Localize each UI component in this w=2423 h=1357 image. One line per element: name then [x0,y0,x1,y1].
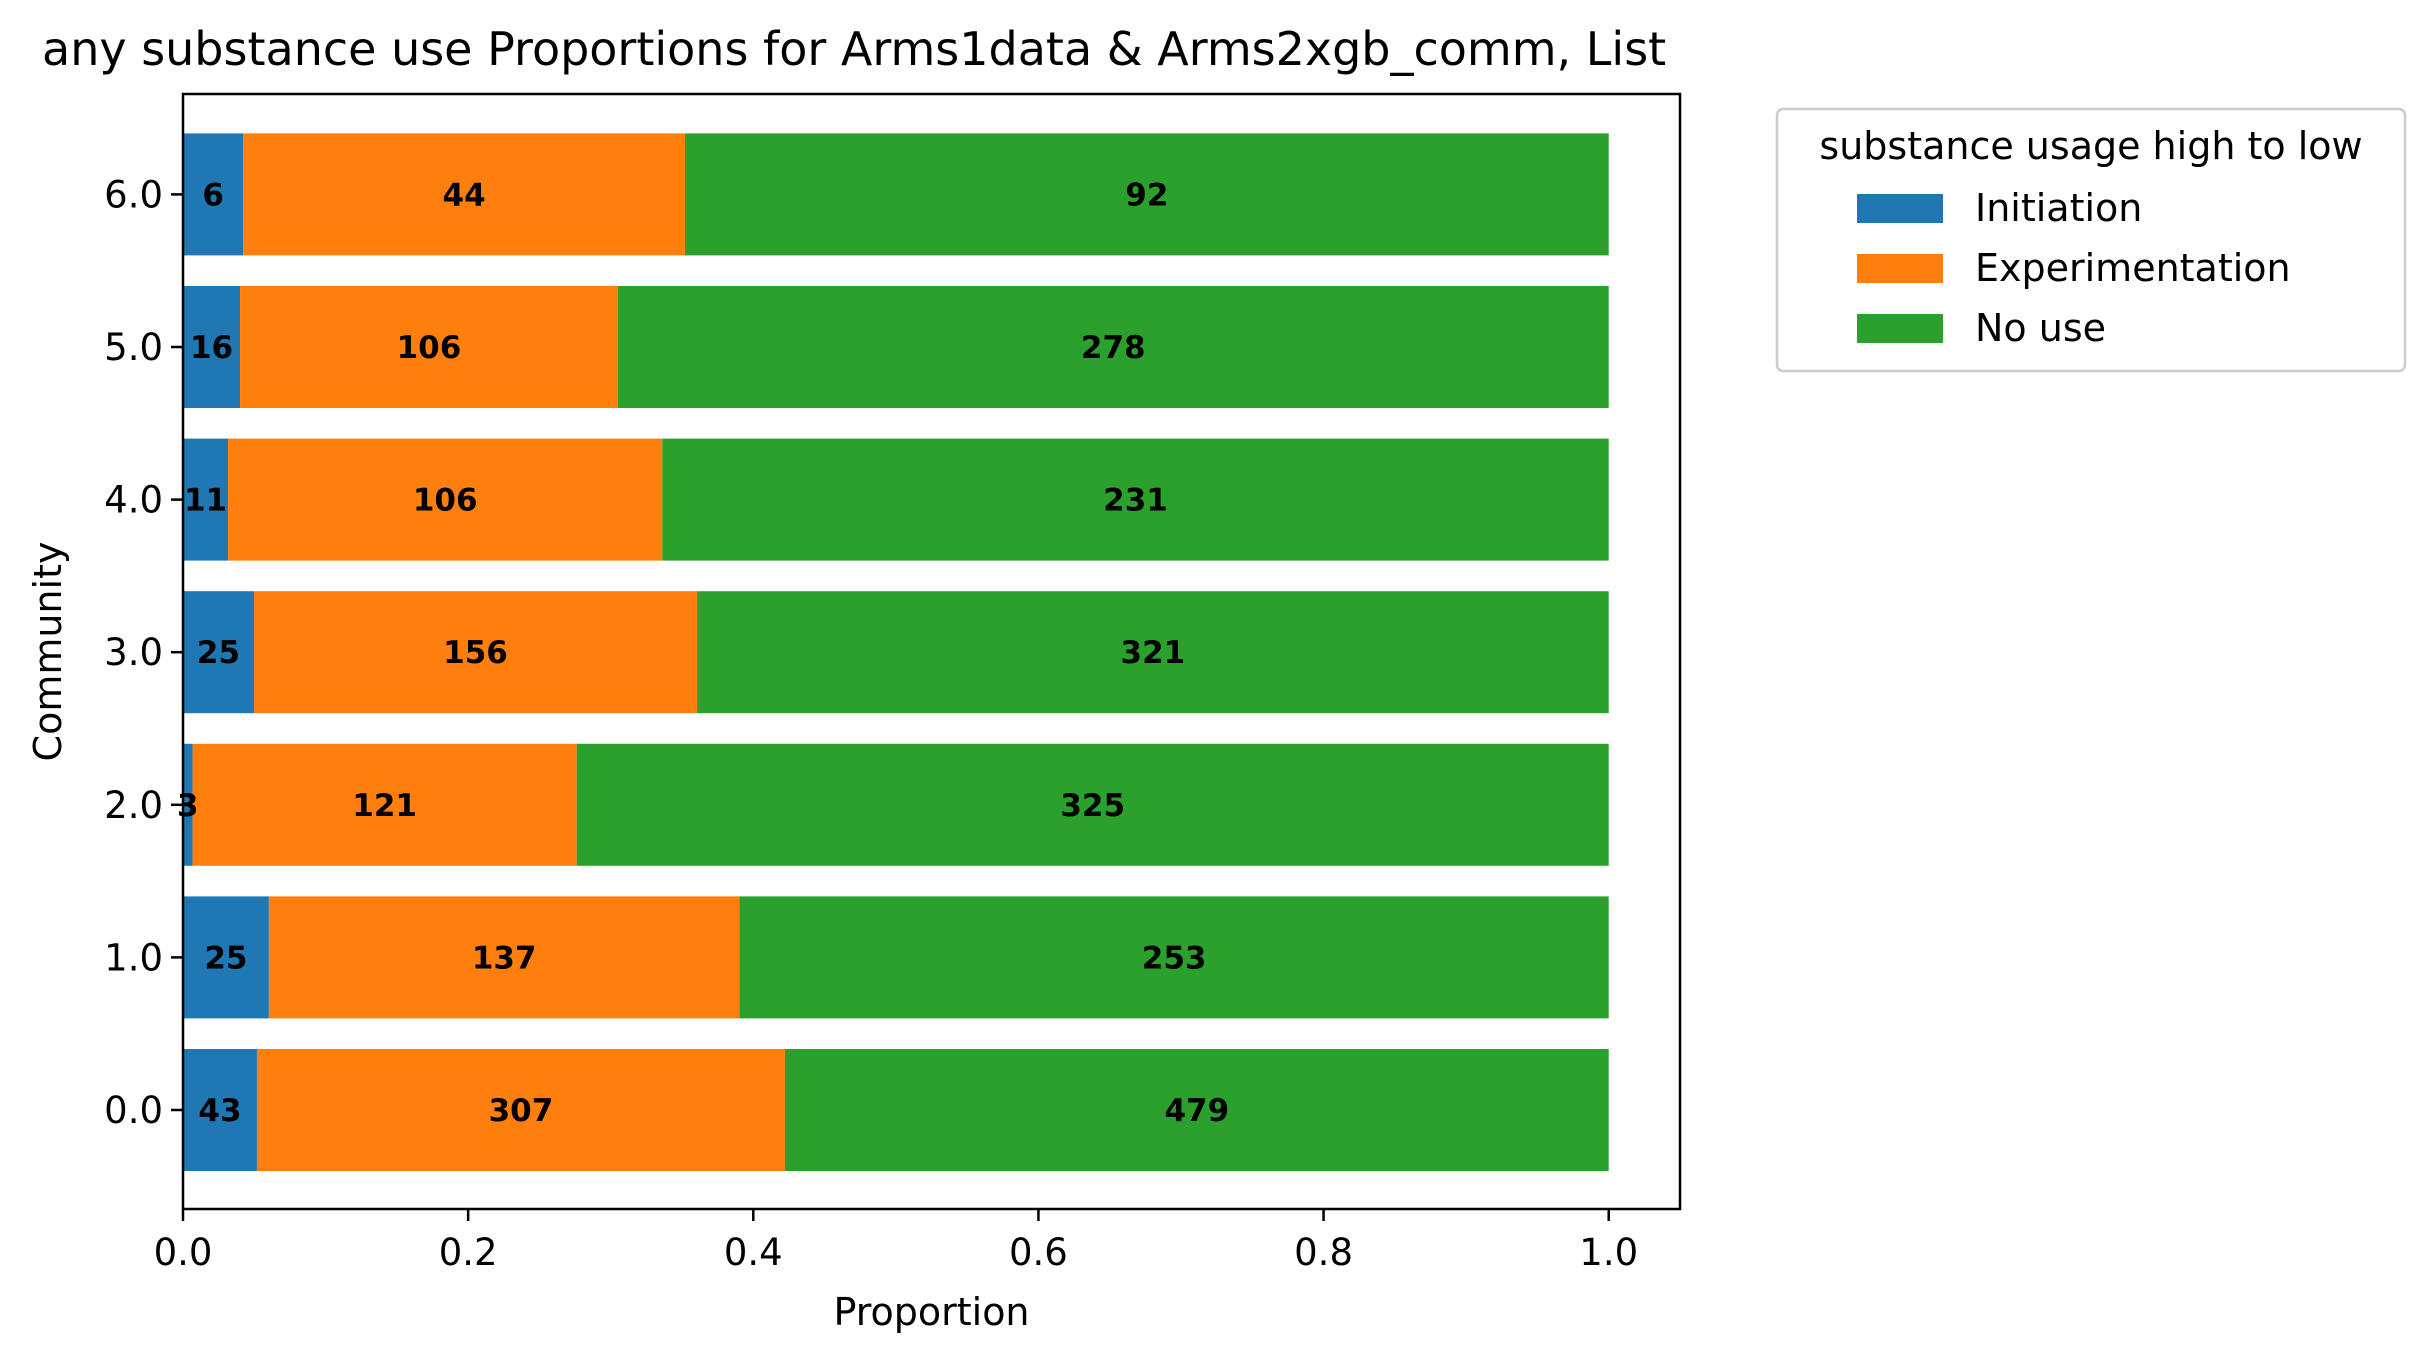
bar-no-use-community-3.0 [697,591,1609,714]
bar-initiation-community-5.0 [183,286,241,408]
x-tick-label: 0.2 [439,1231,498,1274]
bar-count-label: 231 [1103,483,1168,519]
bar-experimentation-community-5.0 [240,286,618,408]
bar-initiation-community-6.0 [183,133,244,256]
y-tick-label: 3.0 [104,631,163,674]
y-tick-label: 0.0 [104,1089,163,1132]
x-tick-label: 0.0 [154,1231,213,1274]
y-tick-label: 5.0 [104,326,163,369]
bar-count-label: 121 [352,788,417,824]
bar-count-label: 325 [1060,788,1125,824]
bar-experimentation-community-1.0 [268,896,740,1019]
legend-box [1775,107,2407,373]
bar-no-use-community-4.0 [662,438,1609,561]
bar-experimentation-community-6.0 [243,133,686,256]
y-tick-label: 6.0 [104,173,163,216]
bar-count-label: 307 [489,1093,554,1129]
bar-count-label: 106 [397,330,462,366]
bar-initiation-community-3.0 [183,591,255,714]
legend-swatch-experimentation [1857,254,1943,283]
bar-count-label: 44 [443,177,486,213]
bar-initiation-community-0.0 [183,1049,257,1171]
y-tick-label: 1.0 [104,936,163,979]
bar-initiation-community-1.0 [183,896,269,1019]
y-tick-label: 2.0 [104,784,163,827]
bar-count-label: 11 [184,483,227,519]
bar-count-label: 25 [197,635,240,671]
bar-no-use-community-2.0 [576,743,1609,866]
bar-count-label: 43 [198,1093,241,1129]
x-axis-label: Proportion [833,1290,1029,1334]
legend-swatch-no-use [1857,314,1943,343]
legend-entry-label: Initiation [1975,186,2142,230]
x-tick-label: 1.0 [1579,1231,1638,1274]
bar-count-label: 6 [202,177,224,213]
bar-no-use-community-6.0 [685,133,1609,256]
bars-group [183,133,1609,1171]
x-axis: 0.0 0.2 0.4 0.6 0.8 1.0 [154,1209,1638,1274]
x-tick-label: 0.4 [724,1231,783,1274]
bar-count-label: 479 [1164,1093,1229,1129]
bar-no-use-community-0.0 [784,1049,1609,1171]
legend-entry-label: No use [1975,306,2106,350]
bar-experimentation-community-2.0 [192,743,577,866]
y-axis: 0.0 1.0 2.0 3.0 4.0 5.0 6.0 [104,173,183,1132]
legend-entry-label: Experimentation [1975,246,2291,290]
legend: substance usage high to low Initiation Ex… [1775,107,2407,373]
bar-count-label: 92 [1125,177,1168,213]
bar-count-label: 253 [1142,940,1207,976]
bar-count-label: 156 [443,635,508,671]
bar-count-label: 321 [1121,635,1186,671]
x-tick-label: 0.8 [1294,1231,1353,1274]
bar-count-label: 278 [1081,330,1146,366]
chart-title: any substance use Proportions for Arms1d… [42,22,1666,76]
y-axis-label: Community [26,542,70,762]
bar-experimentation-community-0.0 [256,1049,785,1171]
bar-initiation-community-4.0 [183,438,229,561]
x-tick-label: 0.6 [1009,1231,1068,1274]
legend-swatch-initiation [1857,194,1943,223]
bar-no-use-community-1.0 [739,896,1609,1019]
bar-count-label: 106 [413,483,478,519]
bar-count-label: 25 [204,940,247,976]
bar-experimentation-community-3.0 [254,591,698,714]
bar-count-label: 16 [190,330,233,366]
y-tick-label: 4.0 [104,479,163,522]
bar-experimentation-community-4.0 [228,438,663,561]
bar-no-use-community-5.0 [617,286,1609,408]
bar-initiation-community-2.0 [183,743,193,866]
legend-title: substance usage high to low [1819,124,2362,168]
bar-count-label: 137 [472,940,537,976]
